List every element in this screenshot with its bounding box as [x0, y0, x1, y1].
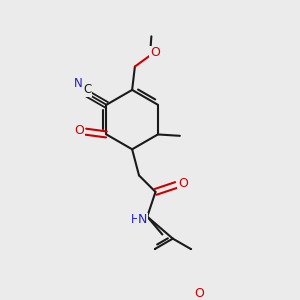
Text: N: N	[138, 213, 147, 226]
Text: O: O	[74, 124, 84, 137]
Text: O: O	[150, 46, 160, 59]
Text: H: H	[130, 213, 139, 226]
Text: O: O	[194, 287, 204, 300]
Text: C: C	[83, 83, 92, 96]
Text: N: N	[74, 77, 83, 90]
Text: O: O	[178, 177, 188, 190]
